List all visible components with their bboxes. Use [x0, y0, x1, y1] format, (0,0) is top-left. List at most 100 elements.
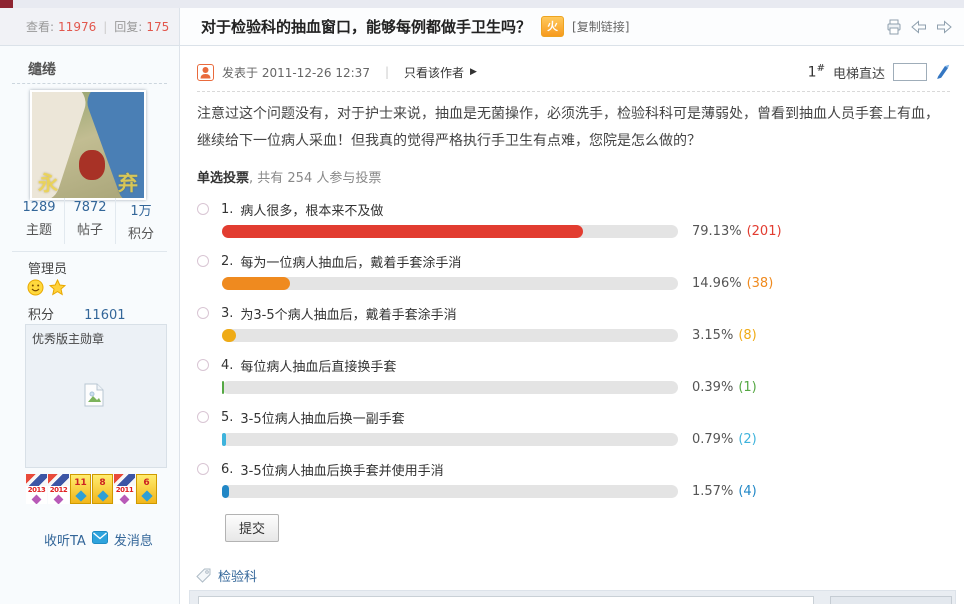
envelope-icon[interactable]	[91, 531, 108, 548]
star-icon	[48, 278, 67, 300]
poll-option-number: 3.	[221, 305, 234, 321]
post-body-text: 注意过这个问题没有，对于护士来说，抽血是无菌操作，必须洗手，检验科科可是薄弱处，…	[197, 106, 939, 149]
print-icon[interactable]	[886, 19, 902, 35]
next-thread-icon[interactable]	[936, 19, 952, 34]
stat-credits-value[interactable]: 1万	[130, 204, 152, 219]
avatar-watermark: 弃	[118, 171, 138, 195]
poll-bar-track	[222, 225, 678, 238]
poll-radio[interactable]	[197, 411, 209, 423]
sidebar-divider	[12, 83, 167, 84]
replies-count: 175	[146, 19, 170, 34]
smiley-icon	[27, 279, 44, 300]
stat-threads: 1289 主题	[14, 198, 64, 244]
poll-radio[interactable]	[197, 307, 209, 319]
stats-divider: |	[103, 19, 108, 34]
poll-bar-fill	[222, 381, 224, 394]
thread-header-bar: 查看: 11976 | 回复: 175 对于检验科的抽血窗口，能够每例都做手卫生…	[0, 8, 964, 46]
floor-jump-input[interactable]	[893, 63, 927, 81]
poll-option-number: 6.	[221, 461, 234, 477]
poll-radio[interactable]	[197, 463, 209, 475]
elevator-jump-link[interactable]: 电梯直达	[832, 66, 885, 82]
poll-bar-track	[222, 381, 678, 394]
score-value[interactable]: 11601	[84, 308, 126, 323]
score-label: 积分	[28, 308, 55, 323]
poll-area: 1. 病人很多，根本来不及做 79.13% (201) 2. 每为一位病人抽血后…	[197, 200, 964, 542]
stat-credits-label: 积分	[127, 227, 154, 242]
medal-badge[interactable]: 2012	[48, 474, 69, 504]
poll-count: (1)	[738, 380, 757, 395]
quick-reply-input[interactable]	[198, 596, 814, 604]
stat-posts: 7872 帖子	[64, 198, 115, 244]
poll-radio[interactable]	[197, 255, 209, 267]
tag-link[interactable]: 检验科	[218, 570, 258, 585]
post-header-divider: |	[384, 65, 389, 79]
author-avatar[interactable]: 永 弃	[30, 90, 146, 200]
score-row: 积分 11601	[28, 304, 126, 323]
poll-bar-track	[222, 433, 678, 446]
medal-badge[interactable]: 8	[92, 474, 113, 504]
medal-badge[interactable]: 2011	[114, 474, 135, 504]
post-main: 发表于 2011-12-26 12:37 | 只看该作者 ▶ 1# 电梯直达 注…	[181, 46, 964, 604]
poll-percent: 14.96%	[692, 276, 742, 291]
views-count: 11976	[58, 19, 97, 34]
stat-posts-label: 帖子	[76, 223, 103, 238]
poll-radio[interactable]	[197, 359, 209, 371]
poll-bar-fill	[222, 485, 230, 498]
poll-percent: 0.79%	[692, 432, 734, 447]
quick-reply-button[interactable]	[830, 596, 952, 604]
thread-title: 对于检验科的抽血窗口，能够每例都做手卫生吗？	[201, 18, 532, 36]
poll-count: (4)	[738, 484, 757, 499]
quick-reply-bar	[189, 590, 956, 604]
poll-bar-track	[222, 277, 678, 290]
medal-badge[interactable]: 6	[136, 474, 157, 504]
author-username[interactable]: 缱绻	[28, 62, 56, 78]
stat-posts-value[interactable]: 7872	[73, 200, 107, 215]
avatar-watermark: 永	[38, 171, 58, 195]
poll-bar-fill	[222, 225, 583, 238]
medal-badge[interactable]: 11	[70, 474, 91, 504]
poll-count: (2)	[738, 432, 757, 447]
view-author-only-link[interactable]: 只看该作者 ▶	[404, 64, 477, 81]
poster-avatar-icon	[197, 63, 214, 81]
stat-threads-label: 主题	[25, 223, 52, 238]
jump-pen-icon[interactable]	[935, 64, 950, 80]
play-arrow-icon: ▶	[470, 67, 477, 77]
thread-stats: 查看: 11976 | 回复: 175	[0, 8, 180, 45]
poll-option: 1. 病人很多，根本来不及做 79.13% (201)	[197, 200, 964, 239]
post-timestamp: 发表于 2011-12-26 12:37	[222, 65, 370, 80]
poll-bar-fill	[222, 329, 237, 342]
thread-title-bar: 对于检验科的抽血窗口，能够每例都做手卫生吗？ 火 [复制链接]	[181, 8, 964, 45]
author-role: 管理员	[28, 262, 68, 277]
stat-threads-value[interactable]: 1289	[22, 200, 56, 215]
poll-percent: 0.39%	[692, 380, 734, 395]
poll-option: 5. 3-5位病人抽血后换一副手套 0.79% (2)	[197, 408, 964, 447]
prev-thread-icon[interactable]	[911, 19, 927, 34]
poll-option-label: 3-5位病人抽血后换手套并使用手消	[240, 463, 444, 479]
poll-bar-track	[222, 485, 678, 498]
medal-badge[interactable]: 2013	[26, 474, 47, 504]
poll-option-label: 3-5位病人抽血后换一副手套	[240, 411, 405, 427]
tag-icon	[196, 568, 211, 583]
copy-link-button[interactable]: [复制链接]	[572, 20, 630, 34]
poll-count: (38)	[746, 276, 774, 291]
poll-option-label: 每为一位病人抽血后，戴着手套涂手消	[240, 255, 462, 271]
avatar-art	[79, 150, 105, 180]
medal-row: 2013 2012 11 8 2011 6	[26, 474, 157, 504]
poll-option-number: 1.	[221, 201, 234, 217]
poll-submit-button[interactable]: 提交	[225, 514, 280, 542]
views-label: 查看:	[26, 20, 55, 34]
poll-percent: 79.13%	[692, 224, 742, 239]
poll-count: (8)	[738, 328, 757, 343]
follow-link[interactable]: 收听TA	[44, 534, 86, 549]
poll-option-number: 2.	[221, 253, 234, 269]
poll-option: 3. 为3-5个病人抽血后，戴着手套涂手消 3.15% (8)	[197, 304, 964, 343]
sidebar-divider	[12, 251, 167, 252]
view-author-label: 只看该作者	[404, 65, 465, 80]
hot-topic-icon: 火	[541, 16, 565, 37]
tag-row: 检验科	[196, 566, 964, 585]
poll-bar-fill	[222, 277, 291, 290]
send-message-link[interactable]: 发消息	[113, 534, 153, 549]
poll-radio[interactable]	[197, 203, 209, 215]
post-header: 发表于 2011-12-26 12:37 | 只看该作者 ▶ 1# 电梯直达	[197, 60, 950, 84]
poll-note: 单选投票, 共有 254 人参与投票	[197, 167, 964, 186]
